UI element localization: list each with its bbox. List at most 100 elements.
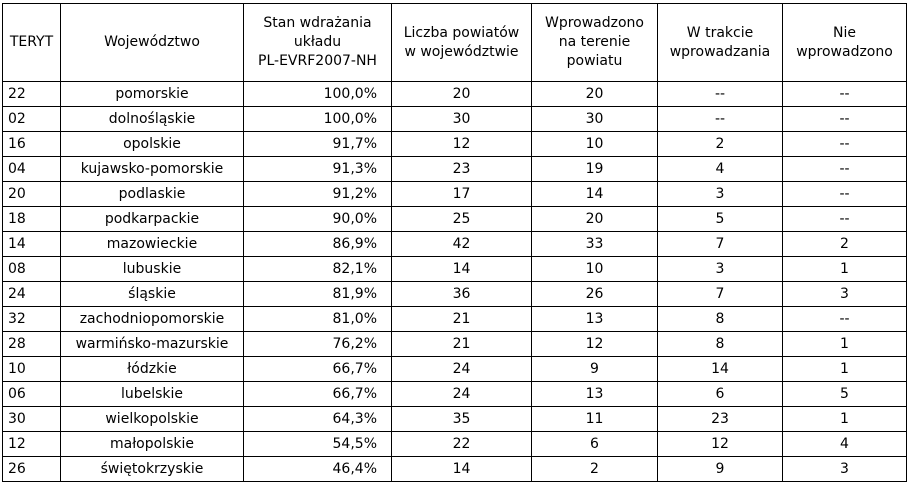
cell-liczba-powiatow: 22 — [391, 431, 532, 457]
table-row: 30 wielkopolskie 64,3% 35 11 23 1 — [2, 406, 907, 432]
cell-teryt: 28 — [2, 331, 61, 357]
cell-w-trakcie: 4 — [657, 156, 783, 182]
cell-teryt: 32 — [2, 306, 61, 332]
cell-teryt: 22 — [2, 81, 61, 107]
cell-wojewodztwo: łódzkie — [60, 356, 244, 382]
cell-wojewodztwo: wielkopolskie — [60, 406, 244, 432]
header-wprowadzono-line: na terenie — [558, 34, 631, 50]
header-teryt: TERYT — [2, 3, 61, 82]
table-header-row: TERYT Województwo Stan wdrażania układu PL-E… — [2, 3, 907, 82]
cell-stan-wdrazania: 91,2% — [243, 181, 392, 207]
table-row: 14 mazowieckie 86,9% 42 33 7 2 — [2, 231, 907, 257]
header-liczba-powiatow-line: Liczba powiatów — [403, 24, 520, 41]
header-stan-wdrazania-line: układu — [293, 34, 342, 50]
header-w-trakcie-line: wprowadzania — [669, 43, 771, 60]
cell-nie-wprowadzono: -- — [782, 106, 907, 132]
table-row: 16 opolskie 91,7% 12 10 2 -- — [2, 131, 907, 157]
cell-w-trakcie: 2 — [657, 131, 783, 157]
header-w-trakcie-line: W trakcie — [686, 24, 754, 41]
cell-liczba-powiatow: 14 — [391, 256, 532, 282]
cell-stan-wdrazania: 81,0% — [243, 306, 392, 332]
cell-liczba-powiatow: 23 — [391, 156, 532, 182]
cell-wojewodztwo: opolskie — [60, 131, 244, 157]
table-row: 20 podlaskie 91,2% 17 14 3 -- — [2, 181, 907, 207]
cell-w-trakcie: 9 — [657, 456, 783, 482]
cell-w-trakcie: 23 — [657, 406, 783, 432]
cell-w-trakcie: 3 — [657, 256, 783, 282]
cell-wprowadzono: 19 — [531, 156, 658, 182]
cell-wprowadzono: 10 — [531, 256, 658, 282]
cell-wprowadzono: 30 — [531, 106, 658, 132]
cell-nie-wprowadzono: -- — [782, 206, 907, 232]
cell-teryt: 10 — [2, 356, 61, 382]
header-teryt-line: TERYT — [9, 34, 54, 50]
cell-w-trakcie: 8 — [657, 331, 783, 357]
table-row: 10 łódzkie 66,7% 24 9 14 1 — [2, 356, 907, 382]
cell-teryt: 16 — [2, 131, 61, 157]
cell-wojewodztwo: kujawsko-pomorskie — [60, 156, 244, 182]
cell-stan-wdrazania: 91,7% — [243, 131, 392, 157]
table-row: 32 zachodniopomorskie 81,0% 21 13 8 -- — [2, 306, 907, 332]
cell-nie-wprowadzono: 3 — [782, 281, 907, 307]
cell-teryt: 20 — [2, 181, 61, 207]
cell-wprowadzono: 20 — [531, 81, 658, 107]
cell-wprowadzono: 9 — [531, 356, 658, 382]
header-liczba-powiatow-line: w województwie — [404, 43, 519, 60]
cell-liczba-powiatow: 24 — [391, 356, 532, 382]
cell-wojewodztwo: mazowieckie — [60, 231, 244, 257]
cell-nie-wprowadzono: 1 — [782, 331, 907, 357]
header-stan-wdrazania-line: PL-EVRF2007-NH — [258, 53, 377, 69]
cell-wprowadzono: 6 — [531, 431, 658, 457]
cell-liczba-powiatow: 21 — [391, 331, 532, 357]
cell-teryt: 06 — [2, 381, 61, 407]
cell-w-trakcie: 8 — [657, 306, 783, 332]
header-nie-wprowadzono: Nie wprowadzono — [782, 3, 907, 82]
table-row: 04 kujawsko-pomorskie 91,3% 23 19 4 -- — [2, 156, 907, 182]
cell-w-trakcie: -- — [657, 106, 783, 132]
cell-liczba-powiatow: 21 — [391, 306, 532, 332]
table-body: 22 pomorskie 100,0% 20 20 -- -- 02 dolnośląskie 1… — [2, 81, 907, 482]
cell-teryt: 24 — [2, 281, 61, 307]
cell-stan-wdrazania: 82,1% — [243, 256, 392, 282]
table-row: 18 podkarpackie 90,0% 25 20 5 -- — [2, 206, 907, 232]
cell-wprowadzono: 26 — [531, 281, 658, 307]
cell-wojewodztwo: warmińsko-mazurskie — [60, 331, 244, 357]
cell-stan-wdrazania: 100,0% — [243, 81, 392, 107]
table-row: 06 lubelskie 66,7% 24 13 6 5 — [2, 381, 907, 407]
cell-w-trakcie: 7 — [657, 281, 783, 307]
cell-stan-wdrazania: 81,9% — [243, 281, 392, 307]
cell-liczba-powiatow: 36 — [391, 281, 532, 307]
header-w-trakcie: W trakcie wprowadzania — [657, 3, 783, 82]
cell-liczba-powiatow: 25 — [391, 206, 532, 232]
cell-stan-wdrazania: 54,5% — [243, 431, 392, 457]
cell-liczba-powiatow: 17 — [391, 181, 532, 207]
header-nie-wprowadzono-line: Nie — [833, 24, 856, 41]
header-wprowadzono-line: powiatu — [566, 53, 623, 69]
cell-w-trakcie: 6 — [657, 381, 783, 407]
cell-liczba-powiatow: 12 — [391, 131, 532, 157]
header-stan-wdrazania-line: Stan wdrażania — [263, 15, 372, 31]
cell-wprowadzono: 12 — [531, 331, 658, 357]
cell-stan-wdrazania: 64,3% — [243, 406, 392, 432]
cell-stan-wdrazania: 76,2% — [243, 331, 392, 357]
cell-stan-wdrazania: 46,4% — [243, 456, 392, 482]
cell-nie-wprowadzono: 4 — [782, 431, 907, 457]
cell-liczba-powiatow: 14 — [391, 456, 532, 482]
cell-w-trakcie: 5 — [657, 206, 783, 232]
table-row: 26 świętokrzyskie 46,4% 14 2 9 3 — [2, 456, 907, 482]
table-row: 12 małopolskie 54,5% 22 6 12 4 — [2, 431, 907, 457]
cell-wojewodztwo: pomorskie — [60, 81, 244, 107]
cell-teryt: 14 — [2, 231, 61, 257]
cell-nie-wprowadzono: -- — [782, 81, 907, 107]
cell-wojewodztwo: małopolskie — [60, 431, 244, 457]
cell-nie-wprowadzono: -- — [782, 156, 907, 182]
cell-wprowadzono: 13 — [531, 306, 658, 332]
cell-teryt: 02 — [2, 106, 61, 132]
cell-liczba-powiatow: 35 — [391, 406, 532, 432]
cell-wprowadzono: 13 — [531, 381, 658, 407]
cell-w-trakcie: -- — [657, 81, 783, 107]
cell-w-trakcie: 3 — [657, 181, 783, 207]
cell-wprowadzono: 11 — [531, 406, 658, 432]
cell-w-trakcie: 14 — [657, 356, 783, 382]
cell-wojewodztwo: lubuskie — [60, 256, 244, 282]
